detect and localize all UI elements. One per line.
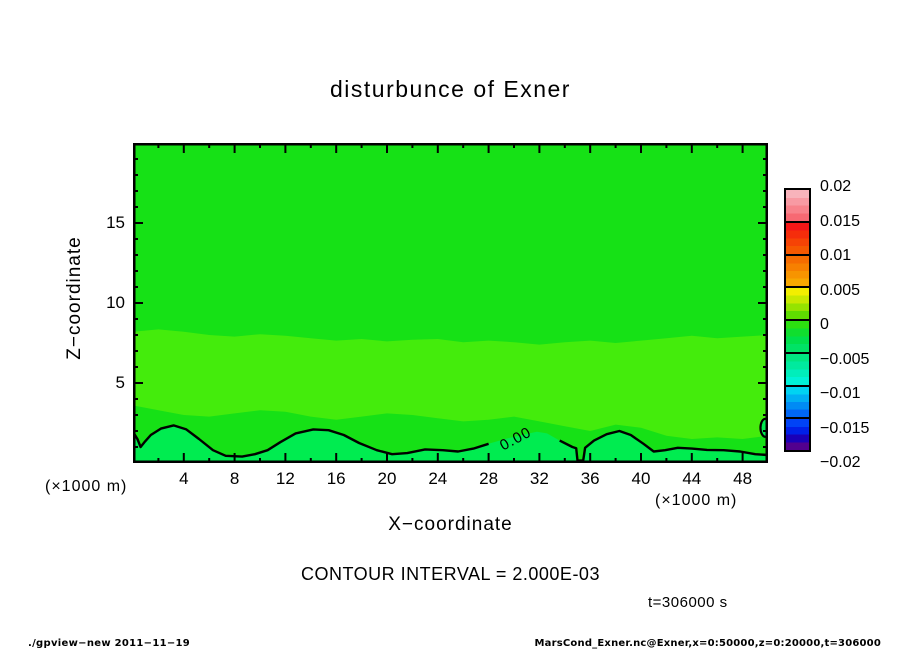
- field-below-zero: [133, 425, 768, 463]
- colorbar-label: −0.01: [820, 385, 861, 402]
- x-tick-label: 8: [229, 469, 240, 488]
- field-light-band: [133, 329, 768, 439]
- contour-interval-label: CONTOUR INTERVAL = 2.000E-03: [301, 564, 600, 584]
- x-tick-label: 44: [682, 469, 702, 488]
- colorbar-cell: [784, 253, 811, 289]
- x-axis-label: X−coordinate: [388, 514, 513, 535]
- colorbar-cell: [784, 319, 811, 354]
- x-tick-label: 28: [479, 469, 499, 488]
- colorbar-label: 0.02: [820, 178, 852, 195]
- colorbar-label: −0.015: [820, 419, 870, 437]
- colorbar-cell: [784, 417, 811, 452]
- x-tick-label: 16: [326, 469, 346, 488]
- colorbar-cell: [784, 384, 811, 420]
- time-label: t=306000 s: [648, 594, 728, 611]
- colorbar-label: 0.01: [820, 247, 852, 264]
- x-tick-label: 4: [179, 469, 189, 488]
- x-unit-label-left: (×1000 m): [45, 478, 128, 495]
- colorbar-label: −0.005: [820, 350, 870, 368]
- x-tick-label: 36: [580, 469, 600, 488]
- x-tick-label: 40: [631, 469, 651, 488]
- colorbar-cell: [784, 286, 811, 321]
- colorbar: [784, 188, 811, 452]
- x-tick-label: 48: [733, 469, 753, 488]
- colorbar-label: 0.005: [820, 281, 861, 299]
- x-tick-label: 12: [275, 469, 295, 488]
- zero-contour-line: [133, 424, 489, 458]
- x-tick-label: 20: [377, 469, 397, 488]
- plot-frame: [133, 143, 768, 463]
- x-unit-label-right: (×1000 m): [655, 492, 738, 509]
- x-tick-label: 24: [428, 469, 448, 488]
- footer-source-label: MarsCond_Exner.nc@Exner,x=0:50000,z=0:20…: [534, 638, 881, 649]
- colorbar-cell: [784, 220, 811, 256]
- colorbar-label: −0.02: [820, 454, 861, 471]
- y-tick-label: 10: [106, 293, 125, 312]
- y-tick-label: 15: [106, 213, 125, 232]
- colorbar-cell: [784, 351, 811, 387]
- colorbar-label: 0: [820, 316, 829, 333]
- y-axis-label: Z−coordinate: [64, 236, 85, 360]
- y-tick-label: 5: [115, 373, 125, 392]
- x-tick-label: 32: [529, 469, 549, 488]
- footer-command-label: ./gpview−new 2011−11−19: [28, 638, 191, 649]
- colorbar-label: 0.015: [820, 212, 861, 230]
- colorbar-cell: [784, 188, 811, 223]
- contour-plot: 0.00: [133, 143, 768, 463]
- plot-title: disturbunce of Exner: [330, 76, 571, 102]
